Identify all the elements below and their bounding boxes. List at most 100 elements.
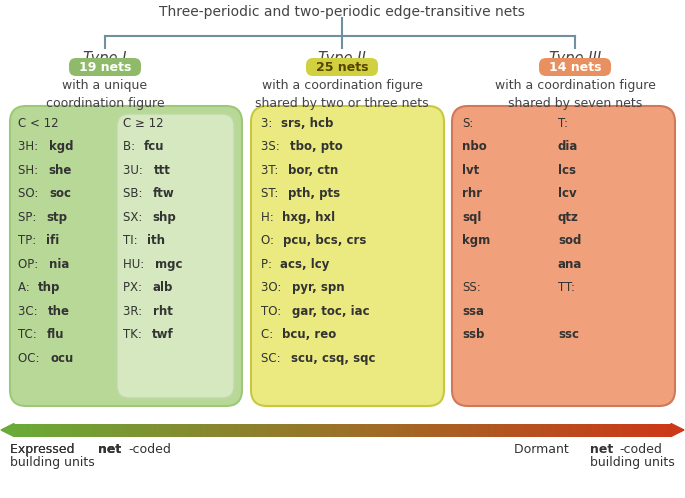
Bar bbox=[45, 423, 47, 437]
Polygon shape bbox=[1, 423, 14, 437]
Text: scu, csq, sqc: scu, csq, sqc bbox=[291, 352, 375, 365]
Text: twf: twf bbox=[152, 328, 174, 341]
Bar bbox=[23, 423, 25, 437]
Bar bbox=[281, 423, 284, 437]
Bar bbox=[194, 423, 197, 437]
Bar bbox=[647, 423, 649, 437]
Bar bbox=[325, 423, 327, 437]
Bar bbox=[27, 423, 30, 437]
Bar bbox=[518, 423, 521, 437]
Text: PX:: PX: bbox=[123, 281, 146, 294]
Bar bbox=[393, 423, 395, 437]
Text: sql: sql bbox=[462, 211, 482, 224]
Bar bbox=[235, 423, 238, 437]
Bar bbox=[176, 423, 179, 437]
Bar bbox=[588, 423, 590, 437]
Text: -coded: -coded bbox=[128, 443, 171, 456]
Text: C < 12: C < 12 bbox=[18, 117, 59, 129]
Bar bbox=[546, 423, 549, 437]
Bar bbox=[327, 423, 330, 437]
Text: 3U:: 3U: bbox=[123, 163, 147, 176]
Bar bbox=[487, 423, 490, 437]
Bar bbox=[172, 423, 175, 437]
Bar bbox=[77, 423, 80, 437]
Text: rhr: rhr bbox=[462, 187, 482, 200]
Bar bbox=[375, 423, 378, 437]
Bar bbox=[323, 423, 325, 437]
Bar bbox=[303, 423, 306, 437]
Bar bbox=[382, 423, 384, 437]
Text: pcu, bcs, crs: pcu, bcs, crs bbox=[283, 234, 366, 247]
FancyBboxPatch shape bbox=[10, 106, 242, 406]
Bar bbox=[447, 423, 450, 437]
Bar bbox=[338, 423, 341, 437]
Bar bbox=[465, 423, 468, 437]
Text: ocu: ocu bbox=[51, 352, 74, 365]
Bar bbox=[257, 423, 260, 437]
Bar bbox=[290, 423, 292, 437]
Bar bbox=[397, 423, 400, 437]
Bar bbox=[99, 423, 102, 437]
Bar bbox=[32, 423, 34, 437]
Bar bbox=[198, 423, 201, 437]
Bar bbox=[79, 423, 82, 437]
Bar bbox=[139, 423, 142, 437]
Bar bbox=[68, 423, 71, 437]
Text: 25 nets: 25 nets bbox=[316, 60, 369, 74]
Bar bbox=[36, 423, 38, 437]
Bar bbox=[132, 423, 135, 437]
Text: sod: sod bbox=[558, 234, 582, 247]
Bar bbox=[62, 423, 65, 437]
Bar bbox=[599, 423, 601, 437]
Text: ftw: ftw bbox=[153, 187, 175, 200]
Text: building units: building units bbox=[10, 456, 95, 469]
Bar bbox=[520, 423, 523, 437]
Bar bbox=[268, 423, 271, 437]
Text: SX:: SX: bbox=[123, 211, 146, 224]
Bar bbox=[106, 423, 109, 437]
Bar bbox=[207, 423, 210, 437]
Bar bbox=[373, 423, 376, 437]
Bar bbox=[51, 423, 54, 437]
Bar bbox=[421, 423, 424, 437]
Text: pyr, spn: pyr, spn bbox=[292, 281, 345, 294]
Text: OP:: OP: bbox=[18, 257, 42, 270]
Bar bbox=[104, 423, 106, 437]
Bar bbox=[18, 423, 21, 437]
FancyBboxPatch shape bbox=[69, 58, 141, 76]
Bar bbox=[213, 423, 216, 437]
Bar bbox=[187, 423, 190, 437]
Bar bbox=[128, 423, 131, 437]
Bar bbox=[560, 423, 562, 437]
Bar bbox=[551, 423, 553, 437]
Bar bbox=[399, 423, 402, 437]
Bar bbox=[49, 423, 52, 437]
Text: tbo, pto: tbo, pto bbox=[290, 140, 342, 153]
Bar bbox=[14, 423, 16, 437]
Bar bbox=[141, 423, 144, 437]
Bar bbox=[463, 423, 466, 437]
Bar bbox=[362, 423, 365, 437]
Bar bbox=[319, 423, 321, 437]
Bar bbox=[288, 423, 290, 437]
Text: with a coordination figure
shared by seven nets: with a coordination figure shared by sev… bbox=[495, 79, 656, 110]
Bar bbox=[467, 423, 470, 437]
Bar bbox=[377, 423, 380, 437]
Bar bbox=[522, 423, 525, 437]
Bar bbox=[47, 423, 49, 437]
Text: acs, lcy: acs, lcy bbox=[280, 257, 329, 270]
Bar bbox=[649, 423, 652, 437]
Bar bbox=[505, 423, 508, 437]
Text: thp: thp bbox=[38, 281, 60, 294]
Bar bbox=[458, 423, 461, 437]
Text: kgm: kgm bbox=[462, 234, 490, 247]
Bar bbox=[119, 423, 122, 437]
Bar bbox=[246, 423, 249, 437]
Bar bbox=[64, 423, 67, 437]
Bar bbox=[450, 423, 453, 437]
Bar bbox=[211, 423, 214, 437]
Bar bbox=[216, 423, 218, 437]
Bar bbox=[310, 423, 312, 437]
Bar bbox=[608, 423, 610, 437]
Bar bbox=[636, 423, 638, 437]
